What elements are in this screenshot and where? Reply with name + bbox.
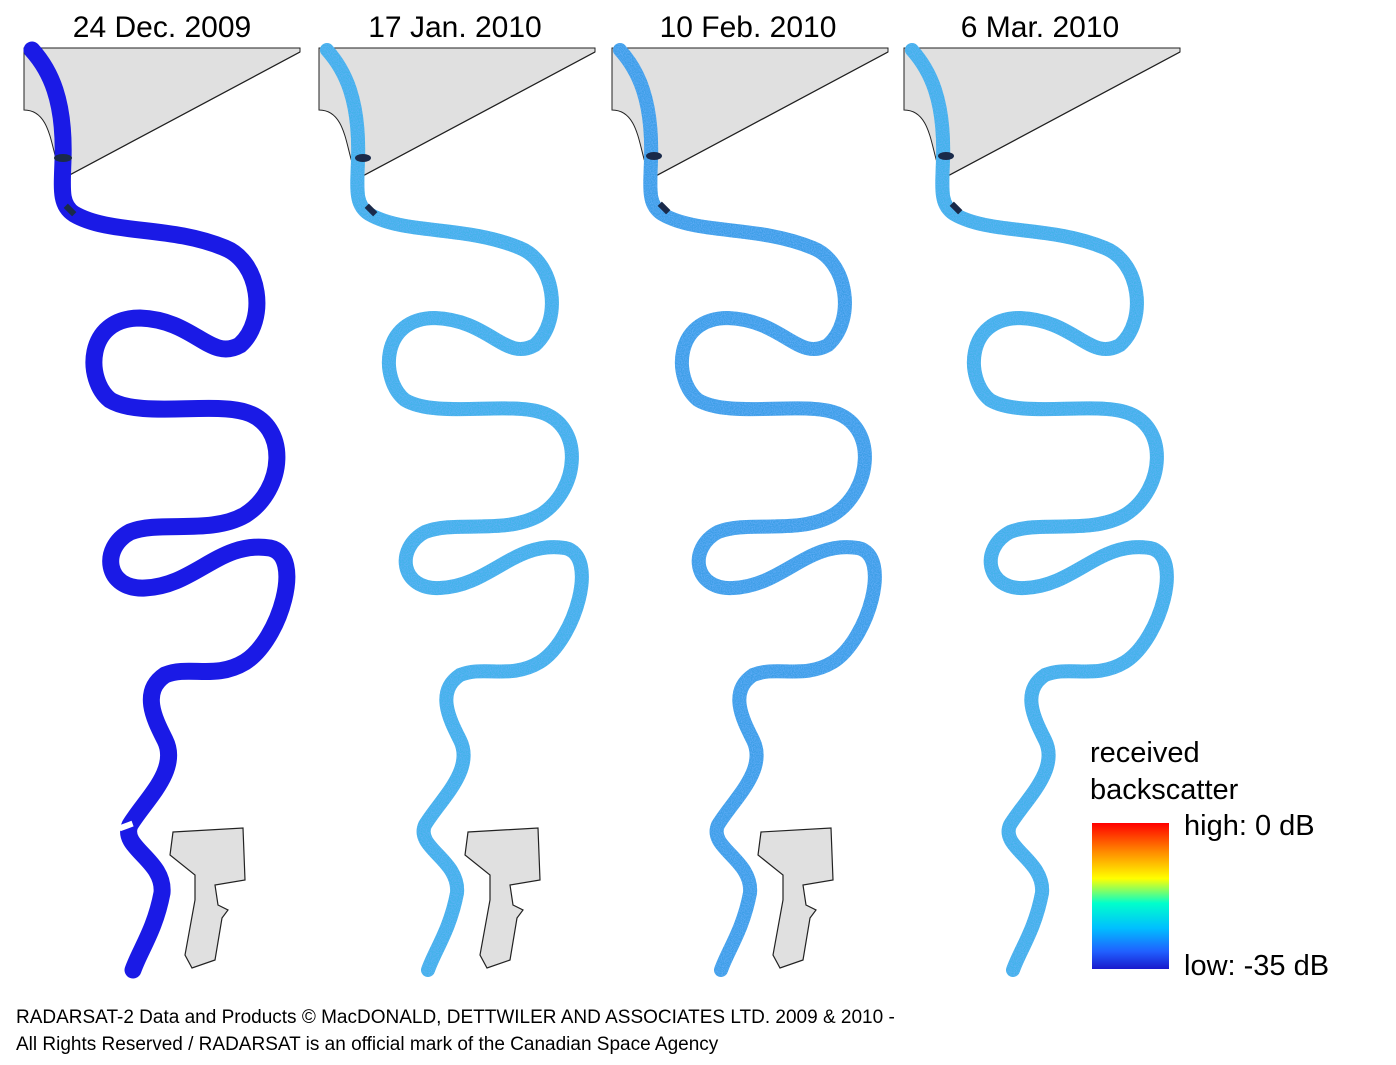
land-area-south <box>169 827 246 969</box>
ice-bridge-marker <box>949 201 963 215</box>
ice-bridge-marker <box>54 154 72 162</box>
legend-low-label: low: -35 dB <box>1184 950 1330 982</box>
credit-text: RADARSAT-2 Data and Products © MacDONALD… <box>16 1004 895 1058</box>
credit-line1: RADARSAT-2 Data and Products © MacDONALD… <box>16 1007 895 1028</box>
panel-2-date: 17 Jan. 2010 <box>368 11 542 44</box>
credit-line2: All Rights Reserved / RADARSAT is an off… <box>16 1034 719 1055</box>
river-channel <box>620 50 875 970</box>
legend-high-label: high: 0 dB <box>1184 810 1315 842</box>
legend-title-line1: received <box>1090 737 1200 769</box>
ice-bridge-marker <box>938 152 954 160</box>
panel-3-map <box>611 48 889 970</box>
channel-gap <box>118 820 134 832</box>
ice-bridge-marker <box>646 152 662 160</box>
river-channel <box>32 50 287 970</box>
legend-color-bar <box>1092 823 1169 969</box>
river-channel <box>327 50 582 970</box>
land-area-south <box>757 827 834 969</box>
ice-bridge-marker <box>63 203 77 217</box>
land-area-south <box>464 827 541 969</box>
panel-4-date: 6 Mar. 2010 <box>960 11 1120 44</box>
ice-bridge-marker <box>355 154 371 162</box>
panel-4-map <box>903 48 1181 970</box>
panel-3-date: 10 Feb. 2010 <box>659 11 837 44</box>
panel-1-date: 24 Dec. 2009 <box>72 11 252 44</box>
legend-title-line2: backscatter <box>1090 774 1239 806</box>
legend-title: received backscatter <box>1090 735 1238 809</box>
panel-2-map <box>318 48 596 970</box>
panel-1-map <box>23 48 301 970</box>
ice-bridge-marker <box>364 203 378 217</box>
ice-bridge-marker <box>657 201 671 215</box>
